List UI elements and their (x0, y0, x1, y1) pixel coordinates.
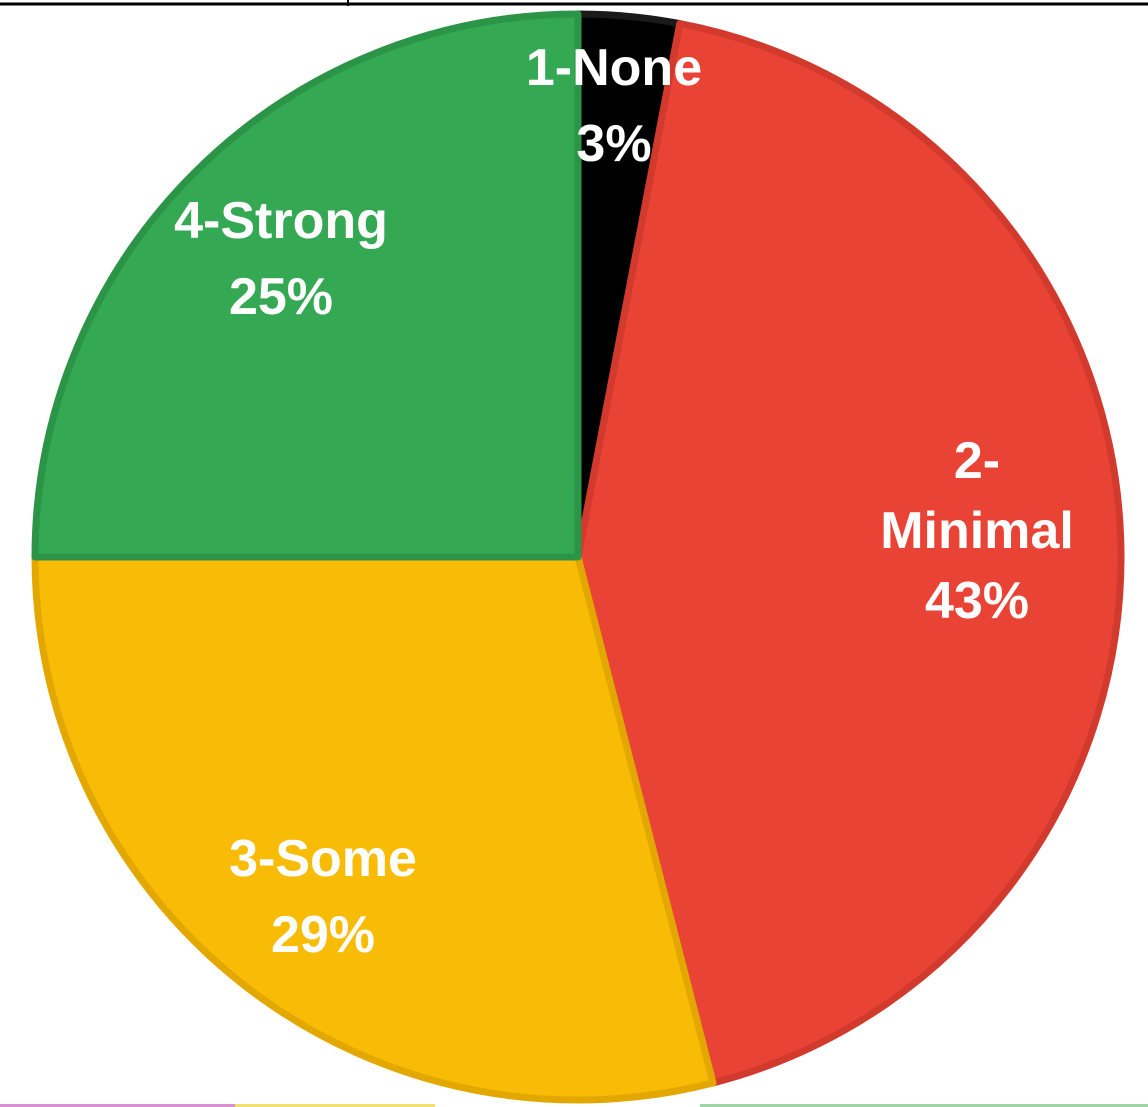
pie-slice-2-minimal (574, 20, 1125, 1087)
slice-category-label: Minimal (880, 502, 1074, 560)
slice-label-1-none: 1-None 3% (526, 39, 702, 173)
slice-category-label: 4-Strong (174, 192, 388, 250)
slice-label-3-some: 3-Some 29% (229, 830, 417, 964)
labels-layer: 1-None 3% 2- Minimal 43% 3-Some 29% 4-Strong 25% (174, 39, 1074, 964)
slice-category-label: 3-Some (229, 830, 417, 888)
slice-label-2-minimal: 2- Minimal 43% (880, 432, 1074, 630)
slice-category-label: 2- (954, 432, 1000, 490)
slice-value-label: 25% (229, 268, 333, 326)
slice-label-4-strong: 4-Strong 25% (174, 192, 388, 326)
slice-value-label: 3% (576, 115, 651, 173)
slice-value-label: 29% (271, 906, 375, 964)
bottom-strip-1 (0, 1104, 235, 1107)
pie-slice-3-some (31, 553, 717, 1104)
bottom-strip-3 (700, 1104, 1148, 1107)
slices-layer (31, 10, 1125, 1104)
slice-category-label: 1-None (526, 39, 702, 97)
bottom-strip-2 (235, 1104, 435, 1107)
slice-value-label: 43% (925, 572, 1029, 630)
pie-slice-4-strong (31, 10, 582, 561)
